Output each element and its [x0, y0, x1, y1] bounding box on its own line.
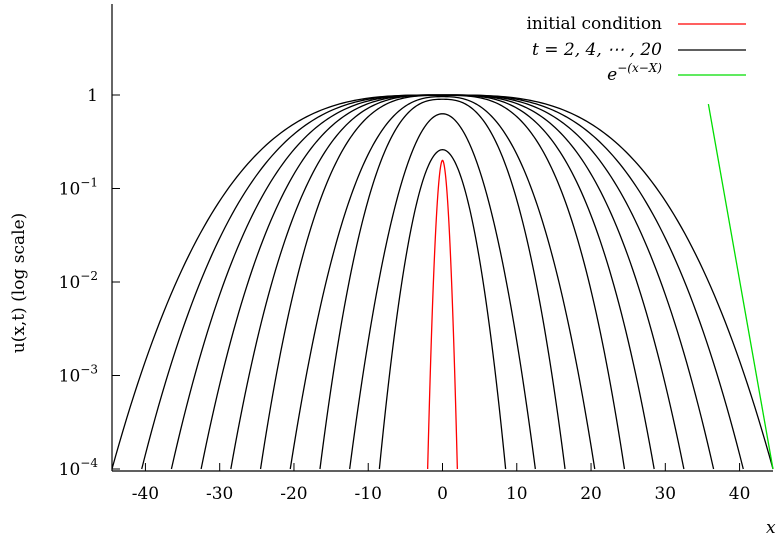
series-line-t18 — [141, 94, 744, 470]
y-tick-label: 10−2 — [59, 269, 98, 293]
y-tick-label: 10−3 — [59, 363, 98, 387]
x-tick-label: 40 — [729, 484, 751, 504]
series-line-t16 — [170, 94, 715, 470]
x-tick-label: 20 — [580, 484, 602, 504]
series-line-t2 — [378, 149, 507, 470]
x-tick-label: -20 — [280, 484, 307, 504]
legend-label: initial condition — [526, 14, 662, 34]
y-ticks: 1 10−1 10−2 10−3 10−4 — [59, 86, 120, 480]
curves — [111, 94, 774, 470]
axes — [111, 4, 773, 472]
x-tick-label: -40 — [132, 484, 159, 504]
series-line-t8 — [289, 96, 596, 470]
initial-condition-line — [427, 159, 458, 470]
legend: initial condition t = 2, 4, ⋯ , 20e−(x−X) — [526, 14, 746, 85]
series-line-t4 — [349, 113, 536, 470]
x-tick-label: -10 — [355, 484, 382, 504]
x-axis-title: x — [766, 518, 776, 538]
x-tick-label: 10 — [506, 484, 528, 504]
series-line-t14 — [200, 94, 685, 470]
x-tick-label: 30 — [654, 484, 676, 504]
x-tick-label: -30 — [206, 484, 233, 504]
series-line-t20 — [111, 94, 774, 470]
y-axis-title: u(x,t) (log scale) — [9, 213, 29, 354]
series-line-t12 — [230, 94, 655, 470]
y-tick-label: 10−4 — [59, 456, 99, 480]
series-line-t10 — [259, 94, 626, 470]
reference-line — [707, 103, 774, 470]
series-line-t6 — [319, 98, 566, 470]
legend-label: t = 2, 4, ⋯ , 20 — [532, 40, 662, 60]
y-tick-label: 1 — [87, 86, 98, 106]
y-tick-label: 10−1 — [59, 176, 98, 200]
legend-label: e−(x−X) — [607, 61, 662, 85]
x-tick-label: 0 — [437, 484, 448, 504]
x-ticks: -40 -30 -20 -10 0 10 20 30 40 — [132, 463, 751, 504]
